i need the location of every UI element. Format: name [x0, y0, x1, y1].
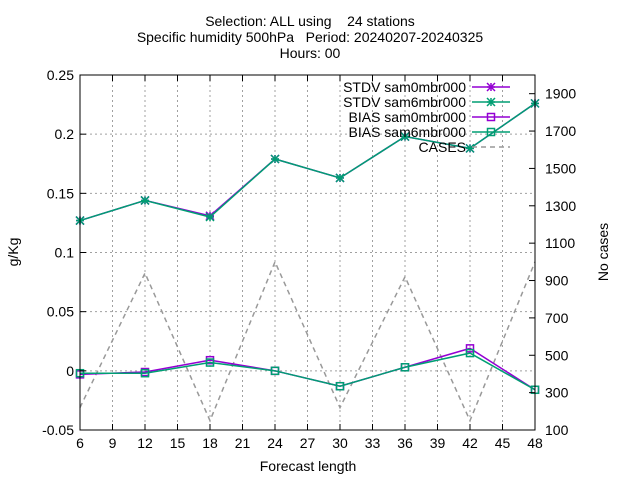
legend-label: STDV sam0mbr000 — [343, 79, 466, 95]
y2-tick-label: 500 — [545, 347, 569, 363]
legend-label: STDV sam6mbr000 — [343, 94, 466, 110]
data-point — [486, 112, 496, 122]
series-line — [79, 102, 536, 222]
data-point — [486, 82, 496, 92]
y-tick-label: 0.15 — [47, 185, 74, 201]
x-tick-label: 33 — [365, 435, 381, 451]
y2-tick-label: 1100 — [545, 235, 575, 251]
chart-title: Selection: ALL using 24 stations Specifi… — [137, 13, 484, 61]
x-tick-label: 21 — [235, 435, 251, 451]
x-tick-label: 42 — [462, 435, 478, 451]
title-line-1: Selection: ALL using 24 stations — [205, 13, 415, 29]
x-tick-label: 9 — [109, 435, 117, 451]
y2-tick-label: 300 — [545, 385, 569, 401]
data-point — [205, 212, 215, 222]
x-tick-label: 12 — [137, 435, 153, 451]
legend-entry-4: BIAS sam6mbr000 — [349, 124, 510, 140]
series-line — [79, 259, 536, 423]
y-tick-label: -0.05 — [42, 422, 74, 438]
y2-tick-label: 700 — [545, 310, 569, 326]
y-tick-label: 0.1 — [55, 245, 75, 261]
legend-entry-3: BIAS sam0mbr000 — [349, 109, 510, 125]
y2-axis-label: No cases — [595, 223, 611, 281]
y2-tick-label: 1500 — [545, 160, 576, 176]
y2-tick-label: 1700 — [545, 123, 576, 139]
data-point — [400, 363, 410, 372]
series-line — [80, 352, 536, 391]
x-tick-label: 30 — [332, 435, 348, 451]
x-tick-label: 48 — [527, 435, 543, 451]
legend-entry-1: STDV sam0mbr000 — [343, 79, 510, 95]
data-point — [486, 127, 496, 137]
y-tick-label: 0.25 — [47, 67, 74, 83]
y-tick-label: 0.2 — [55, 126, 75, 142]
x-tick-label: 15 — [170, 435, 186, 451]
y2-tick-label: 900 — [545, 273, 569, 289]
data-point — [465, 348, 475, 358]
data-point — [400, 132, 410, 142]
y2-tick-label: 100 — [545, 422, 569, 438]
data-point — [465, 143, 475, 153]
title-line-3: Hours: 00 — [280, 45, 341, 61]
data-point — [486, 97, 496, 107]
data-point — [465, 344, 475, 353]
ticks: 6 9 12 15 18 21 24 27 30 33 36 39 42 45 48 -0.05 0 0.05 0.… — [42, 67, 576, 451]
x-tick-label: 24 — [267, 435, 283, 451]
y-axis-label: g/Kg — [5, 238, 21, 267]
x-tick-label: 39 — [430, 435, 446, 451]
legend-label: BIAS sam6mbr000 — [349, 124, 467, 140]
legend-entry-2: STDV sam6mbr000 — [343, 94, 510, 110]
data-point — [335, 381, 345, 391]
x-tick-label: 45 — [495, 435, 511, 451]
x-tick-label: 6 — [76, 435, 84, 451]
data-point — [205, 358, 215, 367]
y-tick-label: 0 — [66, 363, 74, 379]
data-point — [140, 368, 150, 378]
y2-tick-label: 1300 — [545, 198, 576, 214]
data-point — [140, 195, 150, 205]
legend-label: CASES — [419, 139, 466, 155]
data-point — [335, 173, 345, 183]
series-5 — [79, 259, 536, 423]
legend-entry-5: CASES — [419, 139, 510, 155]
legend-label: BIAS sam0mbr000 — [349, 109, 467, 125]
title-line-2: Specific humidity 500hPa Period: 2024020… — [137, 29, 484, 45]
cases-series-layer — [79, 259, 536, 423]
x-tick-label: 36 — [397, 435, 413, 451]
y2-tick-label: 1900 — [545, 86, 576, 102]
x-axis-label: Forecast length — [260, 458, 357, 474]
x-tick-label: 27 — [300, 435, 316, 451]
data-point — [270, 154, 280, 164]
data-point — [270, 366, 280, 376]
y-tick-label: 0.05 — [47, 304, 74, 320]
x-tick-label: 18 — [202, 435, 218, 451]
